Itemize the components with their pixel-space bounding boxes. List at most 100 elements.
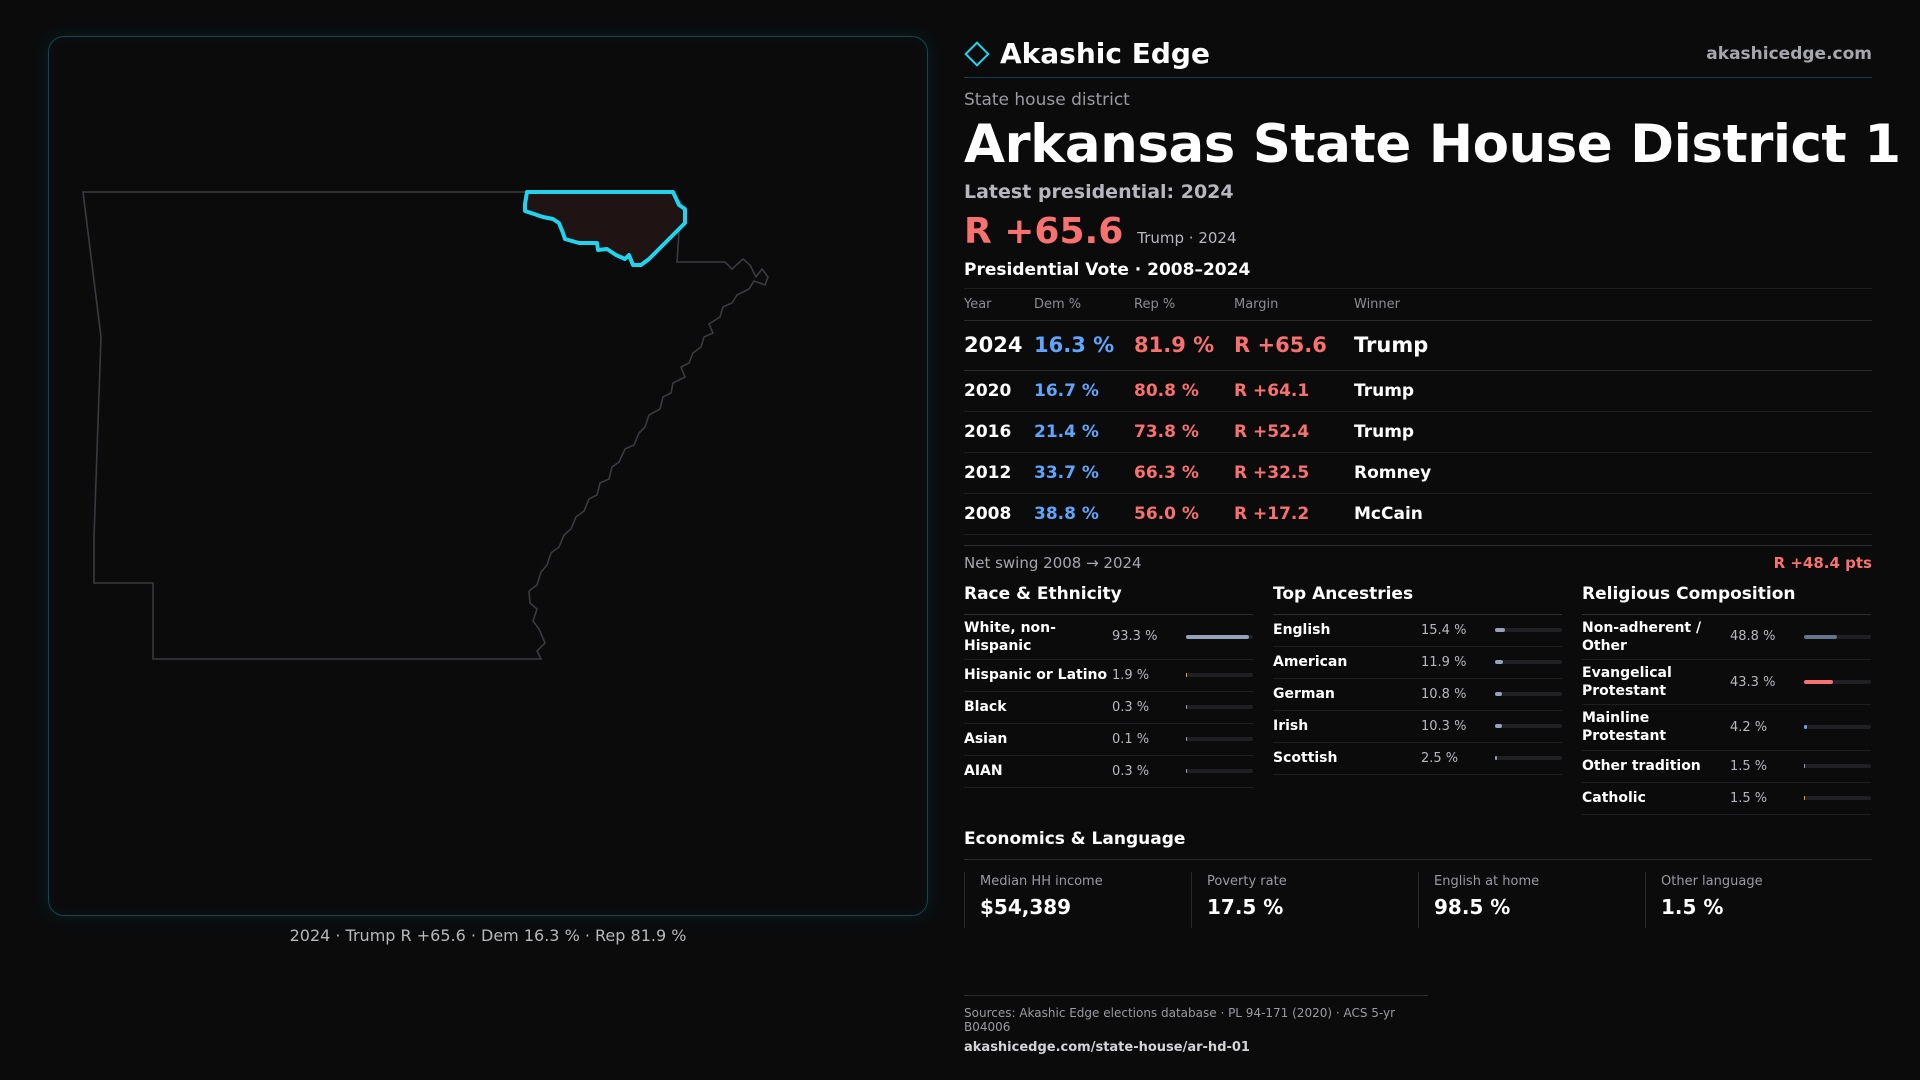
share-bar-fill — [1495, 660, 1503, 664]
share-bar-fill — [1186, 634, 1249, 639]
item-label: Non-adherent / Other — [1582, 619, 1702, 654]
item-value: 11.9 % — [1421, 654, 1467, 670]
share-bar-fill — [1186, 769, 1187, 774]
row-margin: R +64.1 — [1234, 370, 1354, 412]
item-label: Scottish — [1273, 749, 1338, 766]
col-year: Year — [964, 289, 1034, 321]
row-year: 2016 — [964, 411, 1034, 453]
list-item: German 10.8 % — [1273, 679, 1562, 711]
item-value: 0.1 % — [1112, 731, 1150, 747]
share-bar-fill — [1804, 796, 1805, 801]
item-label: Hispanic or Latino — [964, 667, 1108, 684]
swing-value: R +48.4 pts — [1773, 553, 1872, 572]
item-label: Asian — [964, 731, 1008, 748]
vote-table-header: Year Dem % Rep % Margin Winner — [964, 289, 1872, 321]
economics-row: Median HH income $54,389 Poverty rate 17… — [964, 871, 1872, 928]
list-item: American 11.9 % — [1273, 647, 1562, 679]
item-label: Black — [964, 699, 1007, 716]
list-item: Hispanic or Latino 1.9 % — [964, 660, 1253, 692]
row-winner: Trump — [1354, 411, 1872, 453]
table-row: 2020 16.7 % 80.8 % R +64.1 Trump — [964, 370, 1872, 412]
map-caption: 2024 · Trump R +65.6 · Dem 16.3 % · Rep … — [289, 926, 687, 945]
economics-title: Economics & Language — [964, 829, 1872, 860]
share-bar — [1186, 737, 1253, 742]
row-margin: R +65.6 — [1234, 320, 1354, 371]
item-value: 4.2 % — [1730, 719, 1768, 735]
item-value: 48.8 % — [1730, 629, 1776, 645]
brand-name: Akashic Edge — [1000, 37, 1210, 70]
row-year: 2024 — [964, 320, 1034, 371]
item-value: 15.4 % — [1421, 622, 1467, 638]
share-bar-fill — [1495, 628, 1506, 632]
item-value: 0.3 % — [1112, 699, 1150, 715]
list-item: Non-adherent / Other 48.8 % — [1582, 615, 1871, 660]
list-item: AIAN 0.3 % — [964, 756, 1253, 788]
list-item: Asian 0.1 % — [964, 724, 1253, 756]
econ-label: Other language — [1661, 873, 1763, 889]
district-shape — [523, 190, 687, 267]
section-title: Race & Ethnicity — [964, 584, 1253, 615]
vote-table: Year Dem % Rep % Margin Winner 2024 16.3… — [964, 289, 1872, 535]
row-margin: R +32.5 — [1234, 452, 1354, 494]
list-item: Mainline Protestant 4.2 % — [1582, 705, 1871, 751]
share-bar — [1804, 680, 1871, 685]
page-title: Arkansas State House District 1 — [964, 114, 1901, 175]
item-label: Mainline Protestant — [1582, 710, 1667, 745]
headline-margin: R +65.6 Trump · 2024 — [964, 211, 1872, 252]
share-bar-fill — [1495, 724, 1502, 728]
share-bar — [1495, 756, 1562, 760]
list-item: Other tradition 1.5 % — [1582, 751, 1871, 783]
econ-value: 1.5 % — [1661, 894, 1724, 919]
list-item: White, non-Hispanic 93.3 % — [964, 615, 1253, 660]
item-value: 1.9 % — [1112, 667, 1150, 683]
district-map — [82, 190, 769, 660]
list-item: Catholic 1.5 % — [1582, 783, 1871, 815]
item-value: 10.8 % — [1421, 686, 1467, 702]
row-winner: Romney — [1354, 452, 1872, 494]
ancestry-section: Top Ancestries English 15.4 % American 11.9… — [1273, 584, 1562, 815]
item-value: 43.3 % — [1730, 674, 1776, 690]
item-label: Irish — [1273, 717, 1309, 734]
share-bar — [1804, 764, 1871, 769]
share-bar — [1495, 628, 1562, 632]
share-bar-fill — [1495, 756, 1497, 760]
row-margin: R +17.2 — [1234, 493, 1354, 535]
row-dem: 38.8 % — [1034, 493, 1134, 535]
econ-cell: Poverty rate 17.5 % — [1191, 871, 1418, 928]
site-link[interactable]: akashicedge.com — [1706, 43, 1872, 64]
share-bar — [1804, 796, 1871, 801]
share-bar — [1804, 634, 1871, 639]
brand-bar: Akashic Edge akashicedge.com — [964, 30, 1872, 78]
share-bar — [1495, 724, 1562, 728]
table-row: 2016 21.4 % 73.8 % R +52.4 Trump — [964, 411, 1872, 453]
section-title: Religious Composition — [1582, 584, 1871, 615]
swing-label: Net swing 2008 → 2024 — [964, 553, 1142, 572]
item-value: 0.3 % — [1112, 763, 1150, 779]
vote-table-heading: Presidential Vote · 2008–2024 — [964, 260, 1872, 289]
share-bar — [1186, 634, 1253, 639]
info-column: Akashic Edge akashicedge.com State house… — [964, 30, 1901, 928]
share-bar — [1186, 705, 1253, 710]
sources-url[interactable]: akashicedge.com/state-house/ar-hd-01 — [964, 1040, 1250, 1055]
share-bar — [1186, 673, 1253, 678]
share-bar — [1495, 660, 1562, 664]
row-rep: 66.3 % — [1134, 452, 1234, 494]
econ-label: Poverty rate — [1207, 873, 1287, 889]
item-value: 2.5 % — [1421, 750, 1459, 766]
diamond-logo-icon — [964, 40, 990, 67]
econ-value: $54,389 — [980, 894, 1072, 919]
col-dem: Dem % — [1034, 289, 1134, 321]
item-label: English — [1273, 621, 1331, 638]
brand: Akashic Edge — [964, 37, 1210, 70]
share-bar-fill — [1186, 705, 1187, 710]
row-winner: Trump — [1354, 320, 1872, 371]
demographics: Race & Ethnicity White, non-Hispanic 93.3… — [964, 584, 1872, 815]
econ-label: Median HH income — [980, 873, 1103, 889]
econ-cell: Median HH income $54,389 — [964, 871, 1191, 928]
row-rep: 81.9 % — [1134, 320, 1234, 371]
row-rep: 56.0 % — [1134, 493, 1234, 535]
item-label: Evangelical Protestant — [1582, 664, 1672, 700]
list-item: Evangelical Protestant 43.3 % — [1582, 660, 1871, 706]
table-row: 2008 38.8 % 56.0 % R +17.2 McCain — [964, 493, 1872, 535]
row-rep: 73.8 % — [1134, 411, 1234, 453]
